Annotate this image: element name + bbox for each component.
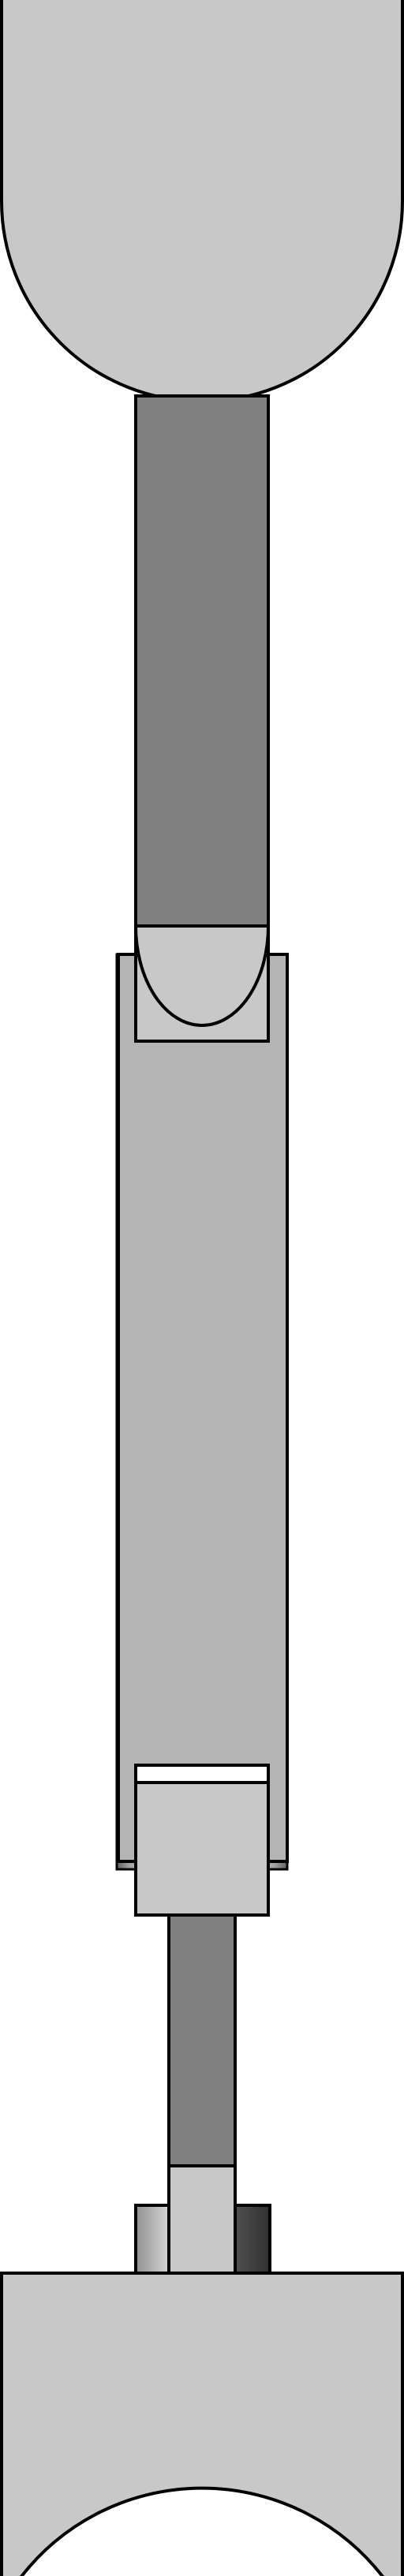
white-band: [134, 1764, 270, 1784]
bottom-curved-base: [0, 2272, 404, 2576]
lower-rod: [167, 1913, 237, 2213]
upper-rod-rounded-end: [133, 924, 271, 1027]
upper-rod: [134, 394, 270, 928]
top-rounded-cap: [0, 0, 404, 403]
lower-collar-left: [134, 2204, 172, 2276]
middle-body: [117, 953, 289, 1863]
lower-collar-right: [234, 2204, 271, 2276]
lower-collar-center: [167, 2164, 237, 2276]
bottom-housing-block: [134, 1781, 270, 1917]
